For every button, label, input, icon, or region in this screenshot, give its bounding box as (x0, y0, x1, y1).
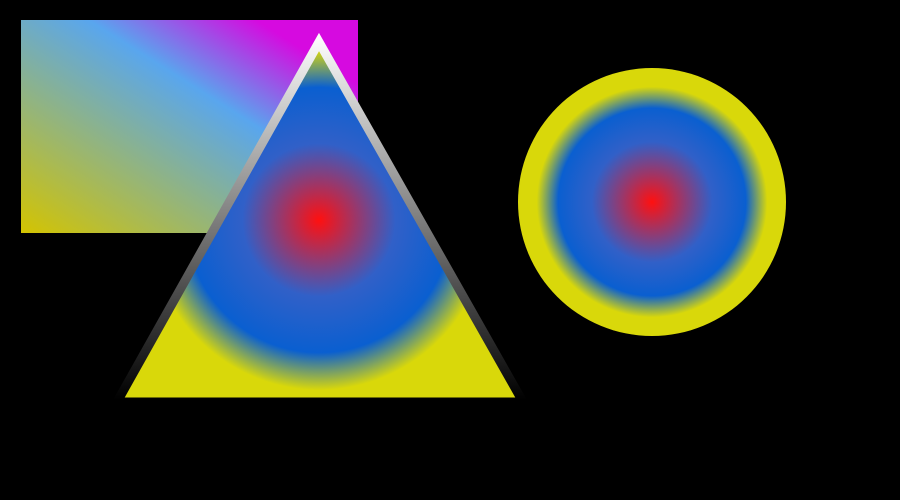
gradient-circle (518, 68, 786, 336)
gradient-triangle (109, 32, 531, 407)
